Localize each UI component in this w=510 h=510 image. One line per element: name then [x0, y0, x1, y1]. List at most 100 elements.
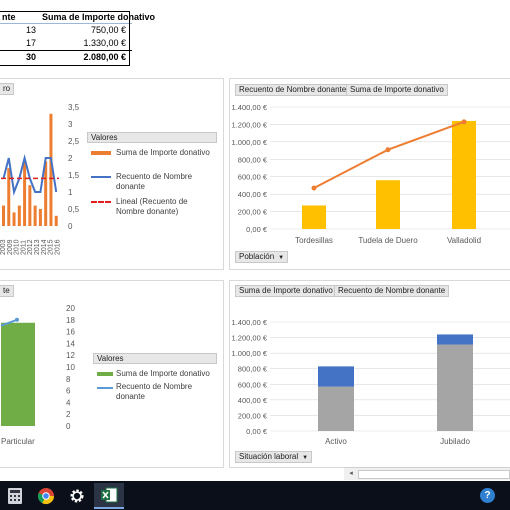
y2-tick-label: 1	[68, 188, 73, 197]
bar	[38, 209, 42, 226]
legend-item: Recuento de Nombre donante	[116, 172, 193, 191]
y2-tick-label: 1,5	[68, 171, 80, 180]
x-tick-label: 2014	[41, 239, 48, 255]
pivot-table: nte Suma de Importe donativo 13 750,00 €…	[0, 11, 156, 63]
spreadsheet-area[interactable]: nte Suma de Importe donativo 13 750,00 €…	[0, 0, 510, 481]
x-tick-label: Jubilado	[440, 437, 470, 446]
pivot-amount[interactable]: 1.330,00 €	[83, 38, 126, 48]
line-point	[311, 185, 317, 191]
y2-tick-label: 14	[66, 339, 75, 348]
y2-tick-label: 2	[66, 410, 71, 419]
bar	[23, 161, 27, 226]
pivot-border	[0, 11, 130, 66]
y2-tick-label: 3,5	[68, 103, 80, 112]
bar	[452, 120, 476, 229]
y-tick-label: 0,00 €	[246, 225, 268, 234]
pivot-row: 17 1.330,00 €	[0, 37, 132, 50]
legend-item: Suma de Importe donativo	[116, 148, 210, 157]
scroll-left-icon[interactable]: ◂	[349, 470, 353, 477]
x-tick-label: Activo	[325, 437, 347, 446]
bar-segment-count	[437, 334, 473, 345]
pivot-header-amount[interactable]: Suma de Importe donativo	[42, 12, 156, 22]
bar	[7, 168, 11, 226]
legend-item: Recuento de Nombre donante	[116, 382, 193, 401]
y-tick-label: 1.000,00 €	[232, 138, 268, 147]
bar-segment-count	[318, 366, 354, 387]
legend-item: Lineal (Recuento de Nombre donante)	[116, 197, 188, 216]
y2-tick-label: 10	[66, 363, 75, 372]
y2-tick-label: 0	[66, 422, 71, 431]
y-tick-label: 1.000,00 €	[232, 349, 268, 358]
field-button[interactable]: ro	[0, 83, 15, 95]
chart-panel-poblacion[interactable]: Recuento de Nombre donante Suma de Impor…	[229, 78, 510, 270]
x-tick-label: 2009	[7, 239, 14, 255]
y-tick-label: 400,00 €	[238, 396, 268, 405]
chart-panel-tipo[interactable]: te 20 18 16 14 12 10 8 6 4 2 0 Particular Valores S…	[0, 280, 224, 468]
pivot-header-row: nte Suma de Importe donativo	[0, 11, 156, 24]
pivot-amount[interactable]: 750,00 €	[90, 25, 126, 35]
y2-tick-label: 0	[68, 222, 73, 231]
y-tick-label: 200,00 €	[238, 208, 268, 217]
bar	[49, 113, 53, 226]
help-icon[interactable]: ?	[480, 488, 495, 503]
x-tick-label: 2003	[0, 239, 7, 255]
bar	[376, 180, 400, 229]
chart-panel-years[interactable]: ro 3,5 3 2,5 2 1,5 1 0,5 0 2003 2009 2010 2011 2012 2…	[0, 78, 224, 270]
line-point	[461, 119, 467, 125]
taskbar-chrome[interactable]	[31, 483, 61, 509]
legend-title: Valores	[87, 132, 217, 143]
chart-plot-poblacion: 1.400,00 € 1.200,00 € 1.000,00 € 800,00 € 60…	[232, 103, 510, 245]
x-tick-label: Particular	[1, 437, 35, 446]
excel-icon	[101, 487, 118, 503]
line-series-count	[313, 120, 465, 189]
y2-tick-label: 6	[66, 387, 71, 396]
x-tick-label: 2010	[14, 239, 21, 255]
x-tick-label: 2012	[27, 239, 34, 255]
horizontal-scrollbar[interactable]: ◂	[344, 467, 510, 480]
dropdown-arrow-icon: ▼	[278, 255, 285, 261]
field-button-count[interactable]: Recuento de Nombre donante	[334, 285, 450, 297]
y-tick-label: 1.400,00 €	[232, 318, 268, 327]
field-button[interactable]: te	[0, 285, 14, 297]
y-tick-label: 800,00 €	[238, 365, 268, 374]
dropdown-arrow-icon: ▼	[302, 455, 309, 461]
pivot-total-amount[interactable]: 2.080,00 €	[83, 52, 126, 62]
taskbar-settings[interactable]	[62, 483, 92, 509]
pivot-count[interactable]: 13	[25, 25, 36, 35]
y2-tick-label: 8	[66, 375, 71, 384]
taskbar: ?	[0, 481, 510, 510]
y-tick-label: 400,00 €	[238, 190, 268, 199]
field-button-amount[interactable]: Suma de Importe donativo	[346, 84, 448, 96]
calculator-icon	[8, 488, 22, 504]
y-tick-label: 800,00 €	[238, 155, 268, 164]
legend-swatch-line	[91, 176, 111, 178]
line-point	[385, 147, 391, 153]
y-tick-label: 1.200,00 €	[232, 120, 268, 129]
y2-tick-label: 4	[66, 398, 71, 407]
y2-tick-label: 3	[68, 120, 73, 129]
bar	[12, 212, 16, 226]
taskbar-excel[interactable]	[94, 483, 124, 509]
y2-tick-label: 2	[68, 154, 73, 163]
pivot-row: 13 750,00 €	[0, 24, 132, 37]
y2-tick-label: 12	[66, 351, 75, 360]
x-tick-label: Tordesillas	[295, 236, 333, 245]
y2-tick-label: 2,5	[68, 137, 80, 146]
y-tick-label: 1.400,00 €	[232, 103, 268, 112]
bar-segment-amount	[437, 344, 473, 431]
bar-segment-amount	[318, 386, 354, 431]
axis-field-button-poblacion[interactable]: Población ▼	[235, 251, 289, 263]
pivot-total-row: 30 2.080,00 €	[0, 50, 132, 63]
legend-swatch-bars	[91, 151, 111, 155]
x-tick-label: 2016	[54, 239, 61, 255]
pivot-total-count[interactable]: 30	[25, 52, 36, 62]
x-tick-label: Valladolid	[447, 236, 481, 245]
chart-plot-situacion: 1.400,00 € 1.200,00 € 1.000,00 € 800,00 € 60…	[232, 318, 510, 446]
axis-field-button-situacion[interactable]: Situación laboral ▼	[235, 451, 313, 463]
pivot-count[interactable]: 17	[25, 38, 36, 48]
y2-tick-label: 20	[66, 304, 75, 313]
scrollbar-track[interactable]	[358, 470, 510, 479]
chart-panel-situacion[interactable]: Suma de Importe donativo Recuento de Nom…	[229, 280, 510, 468]
taskbar-calculator[interactable]	[0, 483, 30, 509]
pivot-header-count[interactable]: nte	[2, 12, 16, 22]
